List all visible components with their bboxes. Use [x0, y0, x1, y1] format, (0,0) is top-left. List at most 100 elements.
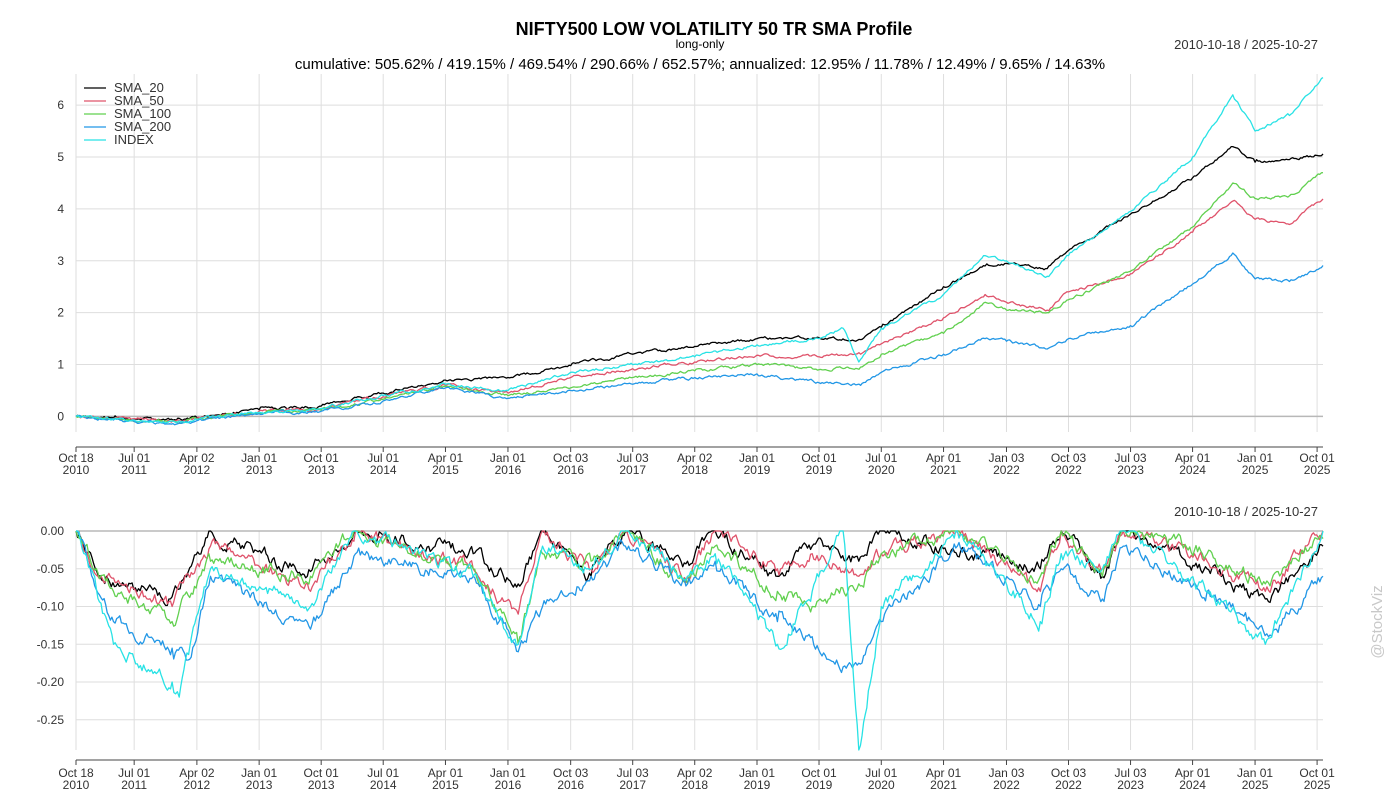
x-tick-year-label: 2022 [993, 778, 1020, 792]
y-tick-label: -0.05 [37, 562, 65, 576]
x-tick-label: Jan 03 [988, 451, 1024, 465]
x-tick-label: Jan 01 [241, 766, 277, 780]
x-tick-year-label: 2014 [370, 778, 397, 792]
stats-line: cumulative: 505.62% / 419.15% / 469.54% … [295, 56, 1105, 73]
x-tick-year-label: 2025 [1242, 778, 1269, 792]
x-tick-label: Jul 01 [118, 766, 150, 780]
x-tick-year-label: 2013 [246, 463, 273, 477]
series-line-sma-100 [75, 171, 1324, 425]
series-line-index [76, 530, 1324, 751]
y-tick-label: 1 [57, 358, 64, 372]
x-tick-year-label: 2015 [432, 463, 459, 477]
x-tick-year-label: 2020 [868, 463, 895, 477]
x-tick-label: Apr 02 [179, 766, 215, 780]
legend-label: SMA_200 [114, 119, 171, 134]
x-tick-label: Apr 01 [428, 766, 464, 780]
x-tick-label: Oct 18 [58, 766, 94, 780]
x-tick-label: Jul 01 [118, 451, 150, 465]
x-tick-label: Jan 03 [988, 766, 1024, 780]
date-range-top: 2010-10-18 / 2025-10-27 [1174, 37, 1318, 52]
x-tick-year-label: 2018 [681, 463, 708, 477]
y-tick-label: -0.25 [37, 713, 65, 727]
x-tick-label: Oct 03 [1051, 451, 1087, 465]
x-tick-label: Oct 01 [303, 766, 339, 780]
x-tick-year-label: 2016 [557, 778, 584, 792]
x-tick-year-label: 2010 [63, 778, 90, 792]
x-tick-label: Jul 01 [865, 451, 897, 465]
y-tick-label: 2 [57, 306, 64, 320]
x-tick-label: Oct 03 [553, 451, 589, 465]
x-tick-year-label: 2014 [370, 463, 397, 477]
x-tick-year-label: 2021 [930, 463, 957, 477]
x-tick-label: Apr 01 [926, 766, 962, 780]
y-tick-label: 0.00 [41, 524, 65, 538]
series-line-index [75, 77, 1324, 424]
x-tick-label: Apr 02 [179, 451, 215, 465]
y-tick-label: 3 [57, 254, 64, 268]
x-tick-year-label: 2012 [184, 463, 211, 477]
series-line-sma-20 [75, 145, 1324, 421]
x-tick-year-label: 2011 [121, 463, 147, 477]
series-line-sma-100 [75, 530, 1324, 645]
x-tick-year-label: 2020 [868, 778, 895, 792]
x-tick-year-label: 2013 [308, 778, 335, 792]
x-tick-label: Apr 02 [677, 451, 713, 465]
x-tick-year-label: 2013 [308, 463, 335, 477]
y-tick-label: -0.15 [37, 637, 65, 651]
x-tick-year-label: 2016 [495, 778, 522, 792]
date-range-bottom: 2010-10-18 / 2025-10-27 [1174, 504, 1318, 519]
legend-label: SMA_100 [114, 106, 171, 121]
x-tick-year-label: 2013 [246, 778, 273, 792]
series-line-sma-50 [75, 198, 1324, 423]
x-tick-label: Apr 01 [428, 451, 464, 465]
x-tick-year-label: 2016 [557, 463, 584, 477]
x-tick-year-label: 2019 [806, 463, 833, 477]
y-tick-label: -0.10 [37, 600, 65, 614]
x-tick-year-label: 2017 [619, 463, 646, 477]
x-tick-year-label: 2021 [930, 778, 957, 792]
y-tick-label: 6 [57, 98, 64, 112]
x-tick-label: Jul 03 [1115, 451, 1147, 465]
x-tick-year-label: 2022 [1055, 463, 1082, 477]
y-tick-label: 4 [57, 202, 64, 216]
x-tick-year-label: 2024 [1179, 778, 1206, 792]
x-tick-label: Jul 01 [367, 766, 399, 780]
x-tick-label: Oct 03 [553, 766, 589, 780]
x-tick-label: Jul 03 [1115, 766, 1147, 780]
x-tick-label: Apr 02 [677, 766, 713, 780]
x-tick-label: Jan 01 [1237, 766, 1273, 780]
x-tick-label: Apr 01 [926, 451, 962, 465]
x-tick-label: Jan 01 [241, 451, 277, 465]
x-tick-year-label: 2012 [184, 778, 211, 792]
x-tick-label: Apr 01 [1175, 766, 1211, 780]
x-tick-year-label: 2019 [744, 463, 771, 477]
x-tick-label: Oct 01 [303, 451, 339, 465]
x-tick-year-label: 2019 [806, 778, 833, 792]
x-tick-label: Oct 03 [1051, 766, 1087, 780]
x-tick-year-label: 2024 [1179, 463, 1206, 477]
x-tick-label: Jul 01 [865, 766, 897, 780]
chart-subtitle: long-only [676, 37, 725, 51]
series-line-sma-50 [75, 530, 1324, 615]
x-tick-year-label: 2023 [1117, 778, 1144, 792]
legend-label: SMA_50 [114, 93, 164, 108]
watermark: @StockViz [1369, 585, 1386, 658]
x-tick-label: Jan 01 [490, 766, 526, 780]
x-tick-year-label: 2010 [63, 463, 90, 477]
y-tick-label: -0.20 [37, 675, 65, 689]
x-tick-label: Jul 03 [617, 766, 649, 780]
x-tick-label: Apr 01 [1175, 451, 1211, 465]
x-tick-year-label: 2017 [619, 778, 646, 792]
x-tick-label: Jul 01 [367, 451, 399, 465]
x-tick-year-label: 2025 [1304, 778, 1331, 792]
x-tick-year-label: 2015 [432, 778, 459, 792]
x-tick-label: Jul 03 [617, 451, 649, 465]
x-tick-year-label: 2011 [121, 778, 147, 792]
y-tick-label: 5 [57, 150, 64, 164]
x-tick-year-label: 2016 [495, 463, 522, 477]
x-tick-year-label: 2018 [681, 778, 708, 792]
